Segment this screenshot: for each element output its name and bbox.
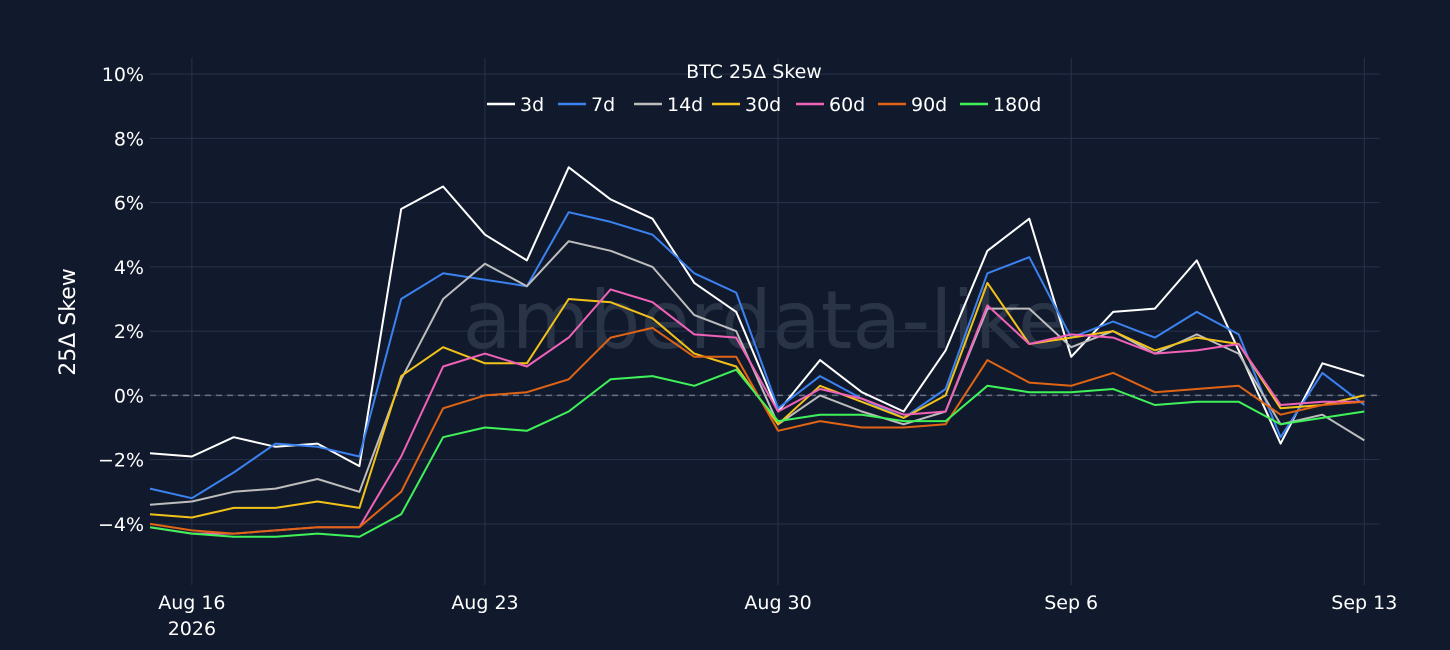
legend-item-180d[interactable]: 180d (960, 94, 1041, 116)
series-lines (149, 166, 1365, 538)
legend-item-30d[interactable]: 30d (712, 94, 781, 116)
legend-label: 90d (911, 94, 947, 116)
legend-item-14d[interactable]: 14d (634, 94, 703, 116)
legend-label: 14d (667, 94, 703, 116)
legend-item-60d[interactable]: 60d (796, 94, 865, 116)
y-tick-label: 0% (114, 385, 144, 407)
y-tick-label: 4% (114, 257, 144, 279)
series-line-90d (149, 326, 1365, 535)
x-tick-sublabel: 2026 (168, 618, 216, 640)
y-axis-ticks: 10% 8% 6% 4% 2% 0% −2% −4% (98, 64, 144, 536)
x-tick-label: Aug 16 (158, 592, 225, 614)
legend-label: 180d (993, 94, 1041, 116)
chart-title: BTC 25Δ Skew (686, 61, 822, 83)
legend-item-3d[interactable]: 3d (487, 94, 544, 116)
y-tick-label: −2% (98, 450, 144, 472)
x-tick-label: Sep 6 (1044, 592, 1098, 614)
legend-item-7d[interactable]: 7d (558, 94, 615, 116)
y-axis-label: 25Δ Skew (56, 268, 81, 376)
legend-label: 7d (591, 94, 615, 116)
legend[interactable]: 3d 7d 14d 30d 60d 90d 180d (487, 94, 1041, 116)
legend-label: 30d (745, 94, 781, 116)
series-line-7d (149, 211, 1365, 500)
legend-label: 3d (520, 94, 544, 116)
series-line-3d (149, 166, 1365, 468)
legend-item-90d[interactable]: 90d (878, 94, 947, 116)
watermark: amberdata-like (463, 274, 1068, 367)
y-tick-label: 6% (114, 193, 144, 215)
series-line-180d (149, 368, 1365, 538)
y-tick-label: 2% (114, 321, 144, 343)
y-tick-label: −4% (98, 514, 144, 536)
y-tick-label: 8% (114, 128, 144, 150)
x-tick-label: Aug 23 (451, 592, 518, 614)
y-tick-label: 10% (102, 64, 144, 86)
x-axis-ticks: Aug 16 2026 Aug 23 Aug 30 Sep 6 Sep 13 (158, 592, 1397, 640)
x-tick-label: Aug 30 (744, 592, 811, 614)
series-line-14d (149, 240, 1365, 506)
legend-label: 60d (829, 94, 865, 116)
x-tick-label: Sep 13 (1331, 592, 1397, 614)
